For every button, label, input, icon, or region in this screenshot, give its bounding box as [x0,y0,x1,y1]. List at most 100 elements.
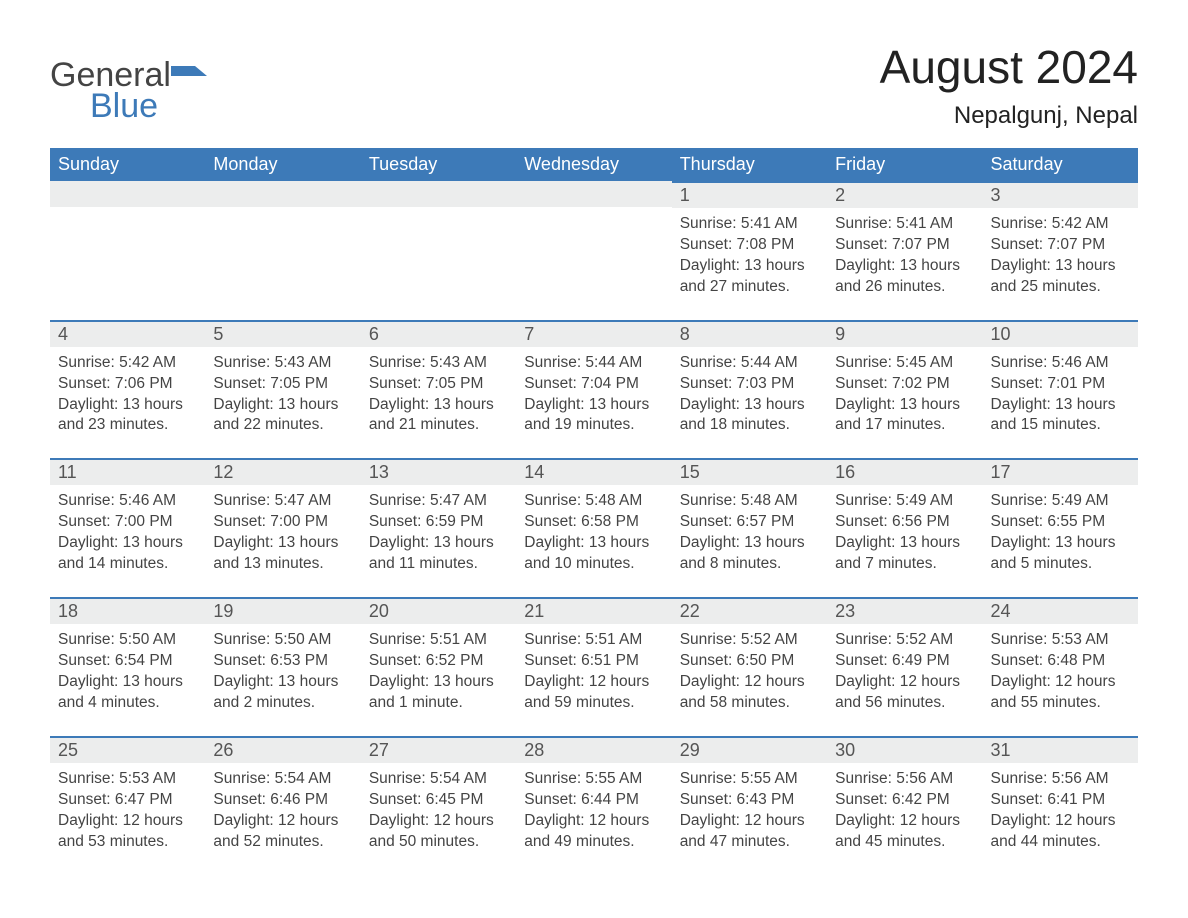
brand-general: General [50,60,171,91]
calendar-cell: 26Sunrise: 5:54 AMSunset: 6:46 PMDayligh… [205,736,360,875]
calendar-cell: 13Sunrise: 5:47 AMSunset: 6:59 PMDayligh… [361,458,516,597]
sunset-text: Sunset: 6:47 PM [58,790,197,811]
daylight-text: Daylight: 13 hours and 2 minutes. [213,672,352,714]
day-number: 1 [672,181,827,208]
day-number [361,181,516,207]
day-number: 4 [50,320,205,347]
sunrise-text: Sunrise: 5:41 AM [835,214,974,235]
day-details: Sunrise: 5:43 AMSunset: 7:05 PMDaylight:… [361,347,516,437]
sunrise-text: Sunrise: 5:49 AM [835,491,974,512]
day-details: Sunrise: 5:43 AMSunset: 7:05 PMDaylight:… [205,347,360,437]
day-number: 29 [672,736,827,763]
calendar-cell: 12Sunrise: 5:47 AMSunset: 7:00 PMDayligh… [205,458,360,597]
day-details: Sunrise: 5:49 AMSunset: 6:55 PMDaylight:… [983,485,1138,575]
sunset-text: Sunset: 6:49 PM [835,651,974,672]
sunset-text: Sunset: 7:05 PM [369,374,508,395]
daylight-text: Daylight: 13 hours and 1 minute. [369,672,508,714]
daylight-text: Daylight: 13 hours and 25 minutes. [991,256,1130,298]
day-number [516,181,671,207]
day-number: 18 [50,597,205,624]
location: Nepalgunj, Nepal [880,102,1138,130]
calendar-cell: 3Sunrise: 5:42 AMSunset: 7:07 PMDaylight… [983,181,1138,320]
day-details: Sunrise: 5:46 AMSunset: 7:00 PMDaylight:… [50,485,205,575]
day-details: Sunrise: 5:50 AMSunset: 6:53 PMDaylight:… [205,624,360,714]
daylight-text: Daylight: 12 hours and 44 minutes. [991,811,1130,853]
sunset-text: Sunset: 6:58 PM [524,512,663,533]
day-number [50,181,205,207]
day-number: 31 [983,736,1138,763]
calendar-cell: 18Sunrise: 5:50 AMSunset: 6:54 PMDayligh… [50,597,205,736]
sunset-text: Sunset: 7:07 PM [991,235,1130,256]
day-header: Thursday [672,148,827,181]
day-details: Sunrise: 5:52 AMSunset: 6:49 PMDaylight:… [827,624,982,714]
day-details: Sunrise: 5:56 AMSunset: 6:41 PMDaylight:… [983,763,1138,853]
daylight-text: Daylight: 13 hours and 26 minutes. [835,256,974,298]
brand-text: General Blue [50,60,207,121]
day-details: Sunrise: 5:55 AMSunset: 6:44 PMDaylight:… [516,763,671,853]
daylight-text: Daylight: 12 hours and 50 minutes. [369,811,508,853]
day-header: Monday [205,148,360,181]
sunrise-text: Sunrise: 5:56 AM [835,769,974,790]
calendar-cell: 24Sunrise: 5:53 AMSunset: 6:48 PMDayligh… [983,597,1138,736]
sunset-text: Sunset: 6:43 PM [680,790,819,811]
calendar-cell-empty [205,181,360,320]
calendar-cell: 15Sunrise: 5:48 AMSunset: 6:57 PMDayligh… [672,458,827,597]
calendar-cell: 21Sunrise: 5:51 AMSunset: 6:51 PMDayligh… [516,597,671,736]
calendar-cell: 9Sunrise: 5:45 AMSunset: 7:02 PMDaylight… [827,320,982,459]
day-details: Sunrise: 5:42 AMSunset: 7:06 PMDaylight:… [50,347,205,437]
calendar-cell: 30Sunrise: 5:56 AMSunset: 6:42 PMDayligh… [827,736,982,875]
daylight-text: Daylight: 13 hours and 10 minutes. [524,533,663,575]
sunset-text: Sunset: 6:45 PM [369,790,508,811]
sunrise-text: Sunrise: 5:41 AM [680,214,819,235]
calendar: Sunday Monday Tuesday Wednesday Thursday… [50,148,1138,874]
day-number: 17 [983,458,1138,485]
day-details: Sunrise: 5:54 AMSunset: 6:45 PMDaylight:… [361,763,516,853]
sunset-text: Sunset: 6:52 PM [369,651,508,672]
sunrise-text: Sunrise: 5:50 AM [58,630,197,651]
daylight-text: Daylight: 12 hours and 49 minutes. [524,811,663,853]
calendar-cell: 17Sunrise: 5:49 AMSunset: 6:55 PMDayligh… [983,458,1138,597]
sunrise-text: Sunrise: 5:52 AM [680,630,819,651]
day-details: Sunrise: 5:53 AMSunset: 6:47 PMDaylight:… [50,763,205,853]
calendar-cell: 22Sunrise: 5:52 AMSunset: 6:50 PMDayligh… [672,597,827,736]
day-header: Sunday [50,148,205,181]
sunset-text: Sunset: 7:05 PM [213,374,352,395]
daylight-text: Daylight: 13 hours and 18 minutes. [680,395,819,437]
sunrise-text: Sunrise: 5:43 AM [213,353,352,374]
sunrise-text: Sunrise: 5:56 AM [991,769,1130,790]
sunrise-text: Sunrise: 5:42 AM [991,214,1130,235]
calendar-cell: 4Sunrise: 5:42 AMSunset: 7:06 PMDaylight… [50,320,205,459]
day-number: 27 [361,736,516,763]
day-number: 8 [672,320,827,347]
daylight-text: Daylight: 13 hours and 23 minutes. [58,395,197,437]
day-number: 12 [205,458,360,485]
calendar-cell: 19Sunrise: 5:50 AMSunset: 6:53 PMDayligh… [205,597,360,736]
daylight-text: Daylight: 13 hours and 19 minutes. [524,395,663,437]
daylight-text: Daylight: 13 hours and 11 minutes. [369,533,508,575]
sunset-text: Sunset: 6:51 PM [524,651,663,672]
day-details: Sunrise: 5:49 AMSunset: 6:56 PMDaylight:… [827,485,982,575]
daylight-text: Daylight: 13 hours and 22 minutes. [213,395,352,437]
day-number: 14 [516,458,671,485]
daylight-text: Daylight: 13 hours and 21 minutes. [369,395,508,437]
daylight-text: Daylight: 13 hours and 27 minutes. [680,256,819,298]
daylight-text: Daylight: 12 hours and 55 minutes. [991,672,1130,714]
week-row: 18Sunrise: 5:50 AMSunset: 6:54 PMDayligh… [50,597,1138,736]
sunset-text: Sunset: 7:07 PM [835,235,974,256]
day-number: 10 [983,320,1138,347]
sunset-text: Sunset: 6:50 PM [680,651,819,672]
daylight-text: Daylight: 12 hours and 47 minutes. [680,811,819,853]
day-details: Sunrise: 5:56 AMSunset: 6:42 PMDaylight:… [827,763,982,853]
header: General Blue August 2024 Nepalgunj, Nepa… [50,40,1138,140]
day-details: Sunrise: 5:48 AMSunset: 6:57 PMDaylight:… [672,485,827,575]
day-header-row: Sunday Monday Tuesday Wednesday Thursday… [50,148,1138,181]
day-details: Sunrise: 5:53 AMSunset: 6:48 PMDaylight:… [983,624,1138,714]
day-number: 28 [516,736,671,763]
day-number: 16 [827,458,982,485]
flag-icon [171,60,207,91]
day-number [205,181,360,207]
day-header: Friday [827,148,982,181]
day-header: Saturday [983,148,1138,181]
day-details: Sunrise: 5:47 AMSunset: 7:00 PMDaylight:… [205,485,360,575]
day-number: 19 [205,597,360,624]
